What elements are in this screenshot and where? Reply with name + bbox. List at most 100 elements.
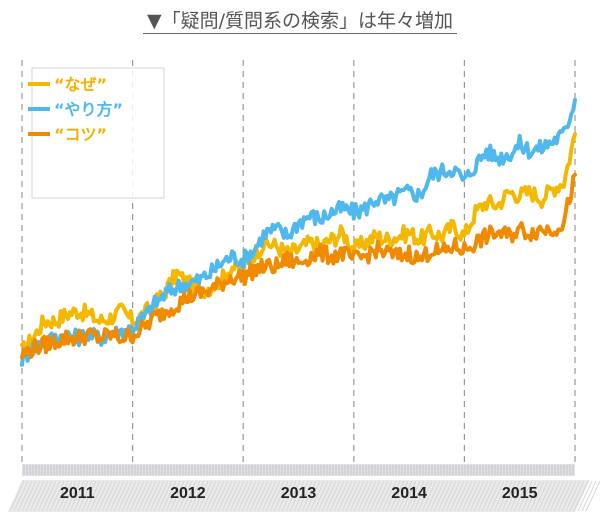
axis-floor-hatch	[529, 480, 545, 512]
axis-floor-hatch	[385, 480, 401, 512]
axis-floor-hatch	[489, 480, 505, 512]
axis-floor-hatch	[501, 480, 517, 512]
axis-floor-hatch	[341, 480, 357, 512]
axis-floor-hatch	[41, 480, 57, 512]
axis-floor-hatch	[465, 480, 481, 512]
axis-floor-hatch	[289, 480, 305, 512]
axis-floor-hatch	[321, 480, 337, 512]
axis-floor-hatch	[477, 480, 493, 512]
axis-floor-hatch	[329, 480, 345, 512]
axis-floor-hatch	[161, 480, 177, 512]
axis-floor-hatch	[497, 480, 513, 512]
axis-floor-hatch	[421, 480, 437, 512]
x-tick-label: 2011	[60, 485, 95, 502]
axis-floor-hatch	[189, 480, 205, 512]
axis-floor-hatch	[85, 480, 101, 512]
axis-floor-hatch	[337, 480, 353, 512]
axis-floor-hatch	[237, 480, 253, 512]
axis-floor-hatch	[221, 480, 237, 512]
axis-floor-hatch	[61, 480, 77, 512]
axis-band	[22, 464, 575, 476]
axis-floor-hatch	[81, 480, 97, 512]
axis-floor-hatch	[449, 480, 465, 512]
axis-floor-hatch	[133, 480, 149, 512]
axis-floor-hatch	[197, 480, 213, 512]
axis-floor-hatch	[277, 480, 293, 512]
series-line	[20, 172, 577, 360]
axis-floor-hatch	[177, 480, 193, 512]
axis-floor-hatch	[453, 480, 469, 512]
legend-label: “コツ”	[54, 125, 107, 144]
axis-floor-hatch	[409, 480, 425, 512]
axis-floor-hatch	[269, 480, 285, 512]
axis-floor-hatch	[285, 480, 301, 512]
axis-floor-hatch	[441, 480, 457, 512]
axis-floor-hatch	[369, 480, 385, 512]
axis-floor-hatch	[437, 480, 453, 512]
axis-floor-hatch	[573, 480, 589, 512]
axis-floor-hatch	[417, 480, 433, 512]
axis-floor-hatch	[429, 480, 445, 512]
axis-floor-hatch	[173, 480, 189, 512]
axis-floor-hatch	[165, 480, 181, 512]
axis-floor-hatch	[569, 480, 585, 512]
axis-floor-hatch	[333, 480, 349, 512]
series-line	[20, 132, 577, 357]
axis-floor-hatch	[21, 480, 37, 512]
axis-floor-hatch	[357, 480, 373, 512]
axis-floor-hatch	[205, 480, 221, 512]
axis-floor-hatch	[201, 480, 217, 512]
axis-floor-hatch	[265, 480, 281, 512]
axis-floor-hatch	[345, 480, 361, 512]
axis-floor-hatch	[261, 480, 277, 512]
axis-floor-hatch	[33, 480, 49, 512]
axis-floor-hatch	[57, 480, 73, 512]
axis-floor-hatch	[305, 480, 321, 512]
axis-floor-hatch	[525, 480, 541, 512]
axis-floor-hatch	[25, 480, 41, 512]
axis-floor-hatch	[169, 480, 185, 512]
axis-floor-hatch	[397, 480, 413, 512]
axis-floor-hatch	[153, 480, 169, 512]
axis-floor-hatch	[281, 480, 297, 512]
axis-floor-hatch	[225, 480, 241, 512]
axis-floor-hatch	[393, 480, 409, 512]
axis-floor-hatch	[209, 480, 225, 512]
axis-floor-hatch	[145, 480, 161, 512]
axis-floor-hatch	[129, 480, 145, 512]
axis-floor-hatch	[457, 480, 473, 512]
axis-floor-hatch	[577, 480, 593, 512]
legend-label: “なぜ”	[54, 75, 107, 94]
axis-floor-hatch	[561, 480, 577, 512]
axis-floor-hatch	[125, 480, 141, 512]
axis-floor-hatch	[469, 480, 485, 512]
axis-floor-hatch	[557, 480, 573, 512]
axis-floor-hatch	[533, 480, 549, 512]
axis-floor-hatch	[521, 480, 537, 512]
axis-floor-hatch	[505, 480, 521, 512]
axis-floor-hatch	[313, 480, 329, 512]
axis-floor-hatch	[89, 480, 105, 512]
chart-title: ▼「疑問/質問系の検索」は年々増加	[0, 6, 600, 34]
axis-floor-hatch	[217, 480, 233, 512]
axis-floor-hatch	[73, 480, 89, 512]
axis-floor-hatch	[565, 480, 581, 512]
axis-floor-hatch	[433, 480, 449, 512]
axis-floor-hatch	[213, 480, 229, 512]
axis-floor-hatch	[293, 480, 309, 512]
axis-floor-hatch	[13, 480, 29, 512]
axis-floor-hatch	[493, 480, 509, 512]
axis-floor-hatch	[365, 480, 381, 512]
axis-floor-hatch	[545, 480, 561, 512]
axis-floor-hatch	[37, 480, 53, 512]
axis-floor-hatch	[425, 480, 441, 512]
axis-floor-hatch	[117, 480, 133, 512]
axis-floor-hatch	[325, 480, 341, 512]
axis-floor-hatch	[297, 480, 313, 512]
axis-floor-hatch	[121, 480, 137, 512]
axis-floor-hatch	[233, 480, 249, 512]
axis-floor-hatch	[553, 480, 569, 512]
axis-floor-hatch	[185, 480, 201, 512]
axis-floor-hatch	[481, 480, 497, 512]
